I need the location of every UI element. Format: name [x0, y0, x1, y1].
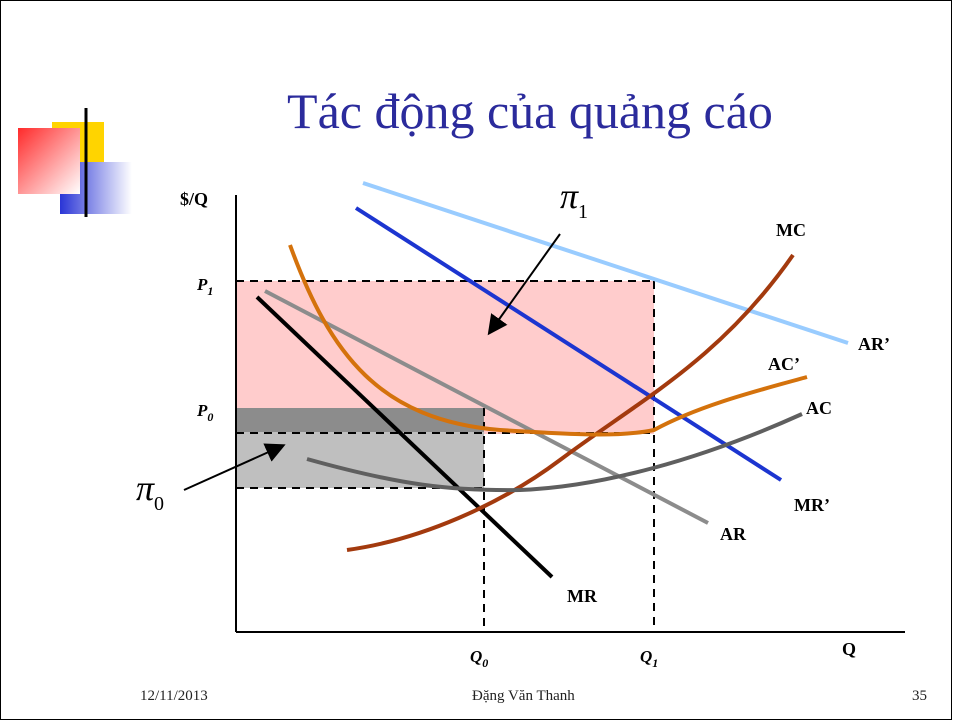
ar-label: AR — [720, 524, 747, 544]
ar-prime-curve — [362, 181, 849, 345]
footer-page-number: 35 — [912, 688, 927, 704]
q1-label: Q1 — [640, 647, 658, 670]
ar-curve — [264, 289, 709, 525]
ar-prime-label: AR’ — [858, 334, 890, 354]
ac-label: AC — [806, 398, 832, 418]
ac-prime-label: AC’ — [768, 354, 800, 374]
footer-author: Đặng Văn Thanh — [472, 688, 575, 704]
mr-prime-curve — [354, 206, 783, 482]
mc-curve — [346, 253, 795, 552]
q0-label: Q0 — [470, 647, 488, 670]
pi1-arrow — [487, 233, 561, 336]
p0-label: P0 — [196, 401, 213, 424]
x-axis-label: Q — [842, 639, 856, 659]
mr-label: MR — [567, 586, 598, 606]
pi0-arrow — [183, 443, 286, 491]
ac-curve — [306, 412, 803, 493]
pi0-label: π0 — [136, 468, 164, 515]
ac-prime-curve — [288, 244, 808, 437]
mr-curve — [255, 295, 554, 579]
mr-prime-label: MR’ — [794, 495, 830, 515]
mc-label: MC — [776, 220, 806, 240]
deco-red-square — [18, 128, 80, 194]
slide-title: Tác động của quảng cáo — [287, 83, 773, 139]
footer-date: 12/11/2013 — [140, 688, 208, 704]
pi1-label: π1 — [560, 176, 588, 223]
y-axis-label: $/Q — [180, 189, 208, 209]
p1-label: P1 — [196, 275, 213, 298]
